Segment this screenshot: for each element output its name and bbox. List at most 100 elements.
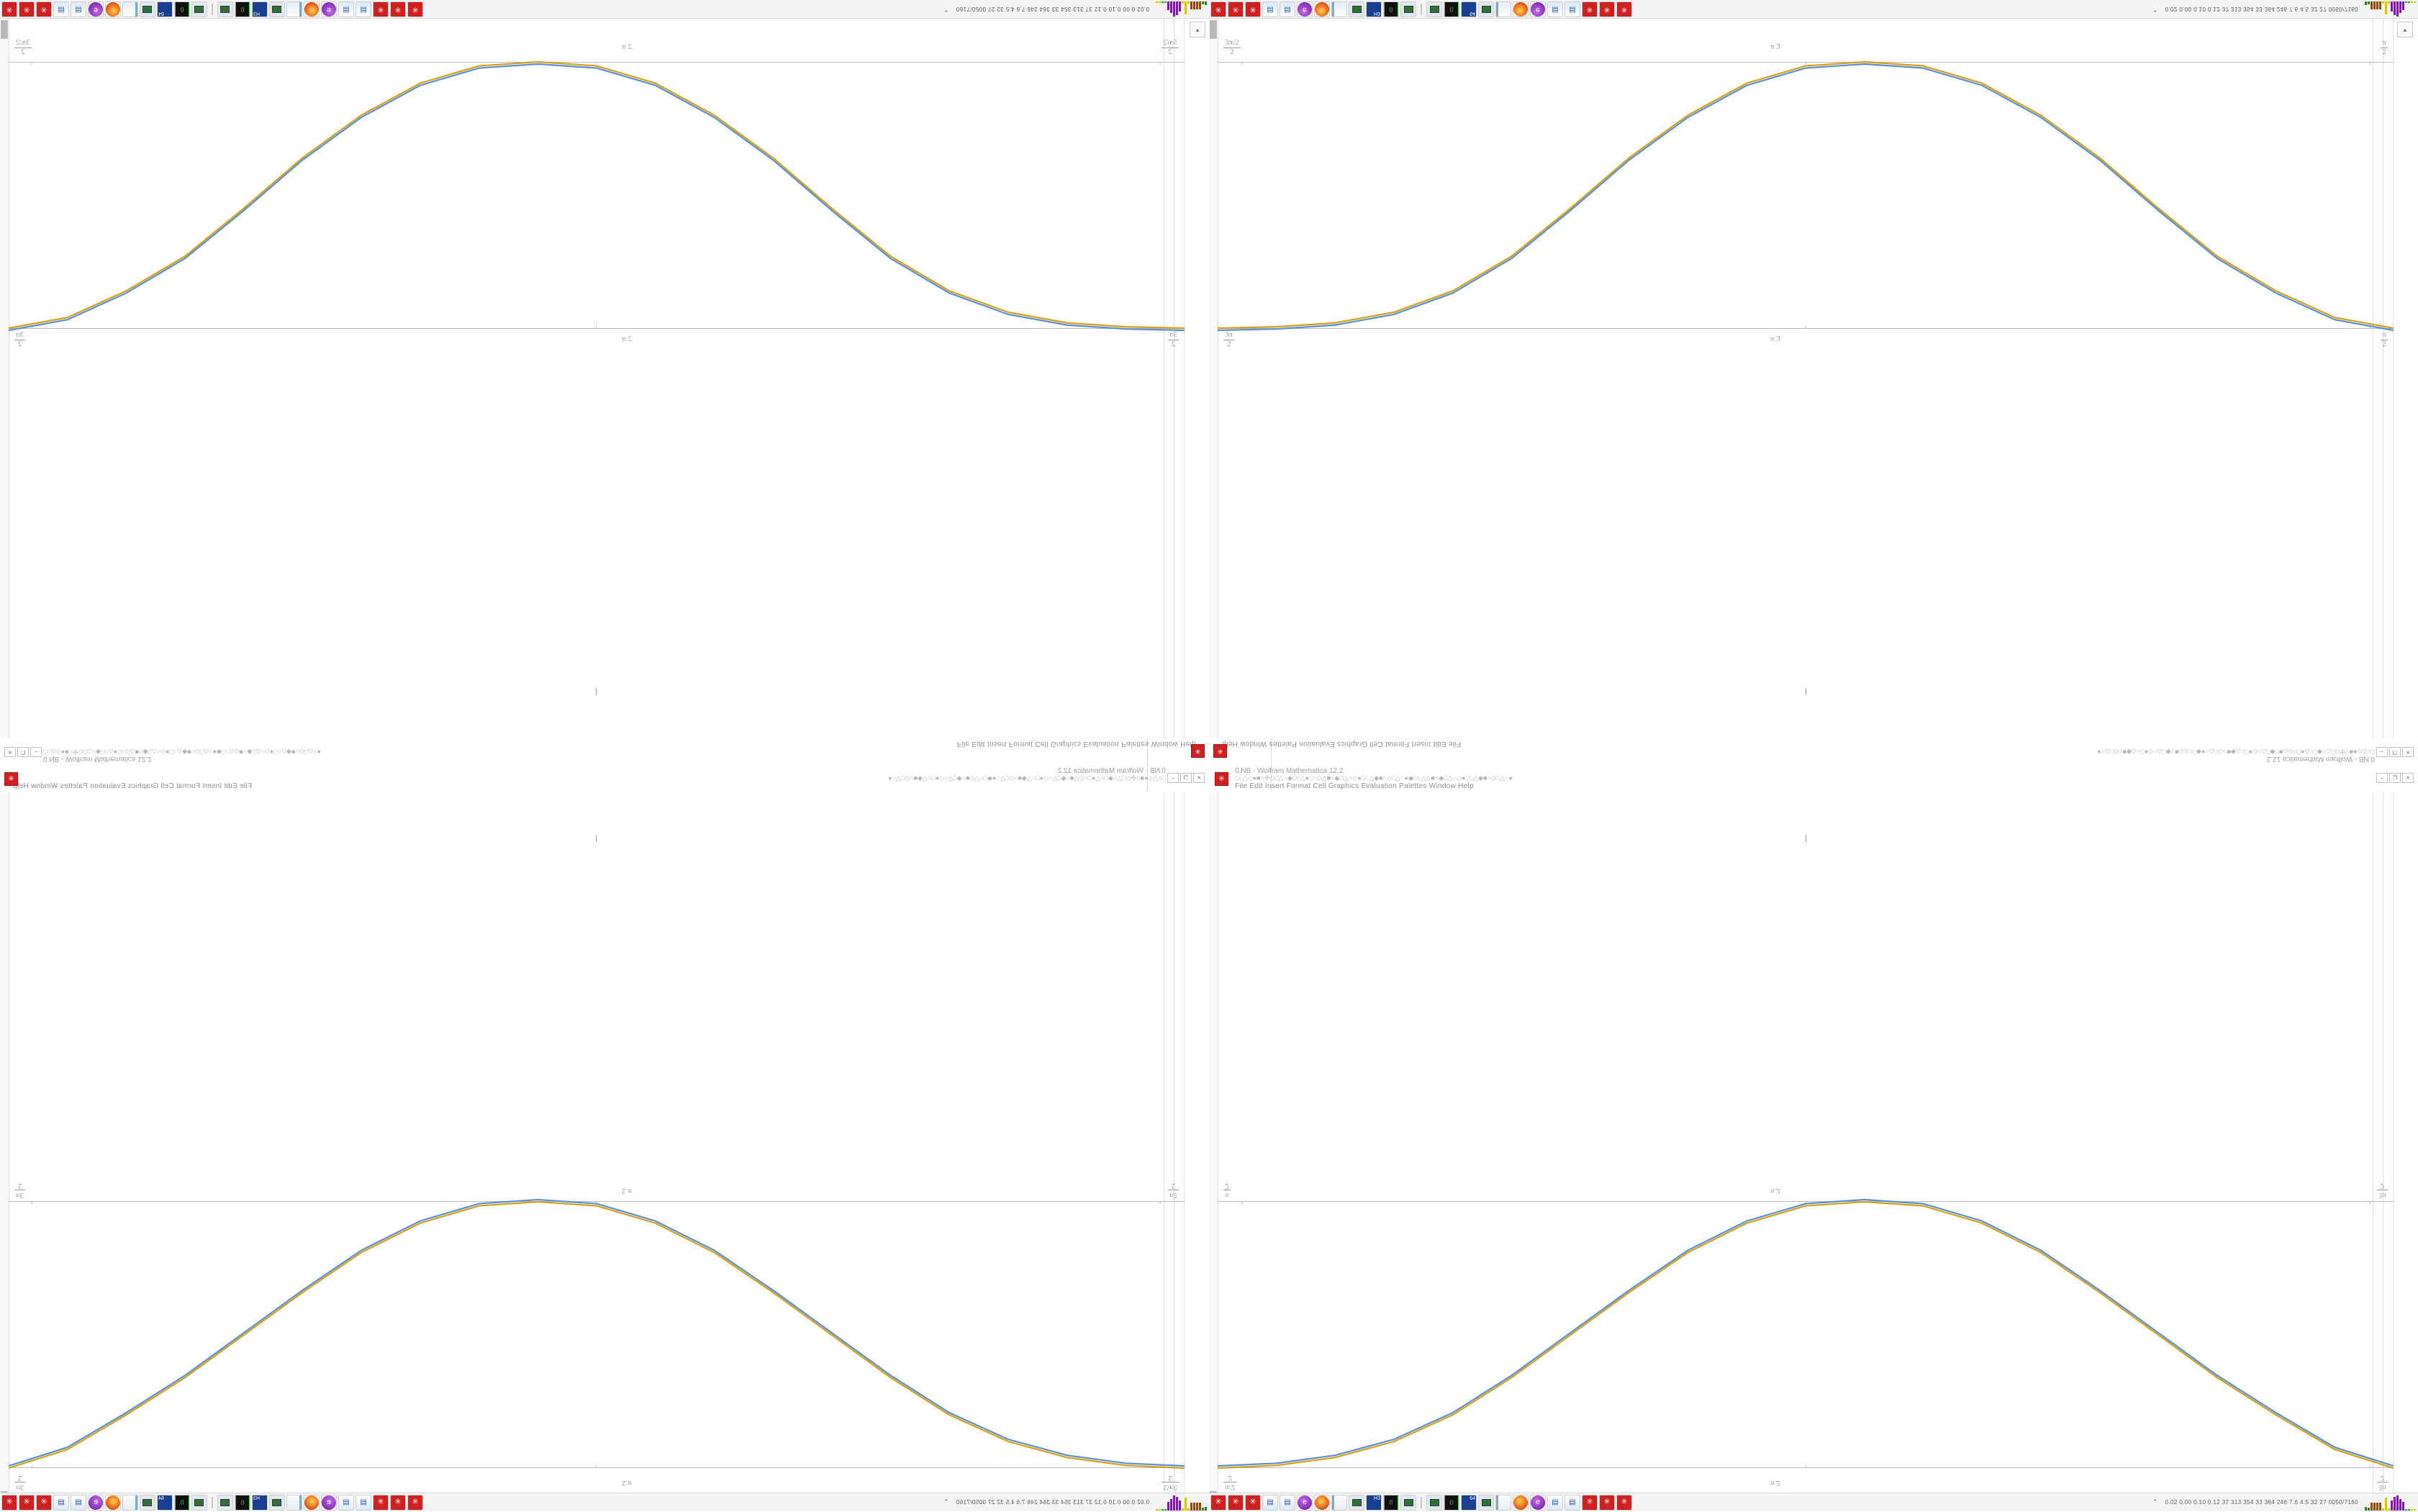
monitor-icon[interactable] bbox=[1349, 1, 1364, 17]
mathematica-icon[interactable]: ✳ bbox=[1599, 1, 1615, 17]
monitor-icon[interactable] bbox=[1478, 1, 1494, 17]
terminal-icon[interactable]: ⌷ bbox=[1444, 1, 1459, 17]
mathematica-icon[interactable]: ✳ bbox=[1, 1, 17, 17]
mathematica-icon[interactable]: ✳ bbox=[1191, 744, 1205, 758]
monitor-icon[interactable] bbox=[140, 1, 155, 17]
taskbar-icon-strip-e[interactable]: ✳ ✳ ✳ ▤ ▤ e H3 ⌷ bbox=[216, 1494, 425, 1511]
browser-icon[interactable]: e bbox=[321, 1494, 337, 1511]
mathematica-icon[interactable]: ✳ bbox=[1228, 1, 1244, 17]
notepad-icon[interactable] bbox=[286, 1, 302, 17]
notepad-icon[interactable] bbox=[1495, 1494, 1511, 1511]
terminal-icon[interactable]: ⌷ bbox=[235, 1, 250, 17]
mathematica-icon[interactable]: ✳ bbox=[373, 1, 389, 17]
taskbar-half-left[interactable]: 0.02 0.00 0.10 0.12 37 313 354 33 364 24… bbox=[0, 1493, 1209, 1512]
mathematica-icon[interactable]: ✳ bbox=[407, 1, 423, 17]
calculator-icon[interactable]: ▤ bbox=[338, 1494, 354, 1511]
mathematica-icon[interactable]: ✳ bbox=[1245, 1, 1261, 17]
mathematica-icon[interactable]: ✳ bbox=[36, 1494, 52, 1511]
mathematica-icon[interactable]: ✳ bbox=[1228, 1494, 1244, 1511]
monitor-icon[interactable] bbox=[1478, 1494, 1494, 1511]
terminal-icon[interactable]: ⌷ bbox=[174, 1494, 190, 1511]
window-controls-right[interactable]: ✕ ❐ – bbox=[2376, 747, 2414, 757]
taskbar-top[interactable]: 0.02 0.00 0.10 0.12 37 313 354 33 364 24… bbox=[0, 0, 2418, 19]
remote-desktop-icon[interactable] bbox=[1426, 1494, 1442, 1511]
notebook-vertical-scrollbar[interactable] bbox=[1209, 19, 1218, 738]
menu-bar-left[interactable]: File Edit Insert Format Cell Graphics Ev… bbox=[957, 740, 1196, 748]
calculator-icon[interactable]: ▤ bbox=[53, 1, 69, 17]
mathematica-icon[interactable]: ✳ bbox=[407, 1494, 423, 1511]
remote-desktop-icon[interactable] bbox=[217, 1494, 233, 1511]
browser-icon[interactable]: e bbox=[88, 1, 104, 17]
remote-desktop-icon[interactable] bbox=[191, 1494, 207, 1511]
floppy-save-icon[interactable]: H3 bbox=[252, 1, 268, 17]
firefox-icon[interactable] bbox=[105, 1494, 121, 1511]
calculator-icon[interactable]: ▤ bbox=[1565, 1, 1580, 17]
firefox-icon[interactable] bbox=[1513, 1, 1529, 17]
scrollbar-thumb[interactable] bbox=[1, 20, 8, 39]
terminal-icon[interactable]: ⌷ bbox=[1444, 1494, 1459, 1511]
mathematica-icon[interactable]: ✳ bbox=[4, 772, 18, 786]
notepad-icon[interactable] bbox=[122, 1494, 138, 1511]
mathematica-icon[interactable]: ✳ bbox=[1616, 1494, 1632, 1511]
calculator-icon[interactable]: ▤ bbox=[356, 1, 371, 17]
firefox-icon[interactable] bbox=[1513, 1494, 1529, 1511]
browser-icon[interactable]: e bbox=[88, 1494, 104, 1511]
mathematica-icon[interactable]: ✳ bbox=[1616, 1, 1632, 17]
plot-canvas[interactable]: 5π/2 2 π 2 3π 2 5π 2 π 2 3π 2 bbox=[9, 792, 1185, 1511]
tray-expand-chevron-icon[interactable]: ⌃ bbox=[943, 1498, 949, 1506]
calculator-icon[interactable]: ▤ bbox=[1547, 1, 1563, 17]
restore-icon[interactable]: ❐ bbox=[2389, 773, 2401, 783]
mathematica-icon[interactable]: ✳ bbox=[390, 1, 406, 17]
mathematica-icon[interactable]: ✳ bbox=[1210, 1494, 1226, 1511]
plot-panel-bottom-right[interactable]: ▼ π/22 π 2 3π2 π2 π 2 3π2 bbox=[1209, 792, 2418, 1511]
restore-icon[interactable]: ❐ bbox=[17, 747, 29, 757]
scroll-up-button[interactable]: ▲ bbox=[2397, 22, 2413, 37]
firefox-icon[interactable] bbox=[1314, 1494, 1330, 1511]
terminal-icon[interactable]: ⌷ bbox=[235, 1494, 250, 1511]
taskbar-bottom[interactable]: 0.02 0.00 0.10 0.12 37 313 354 33 364 24… bbox=[0, 1493, 2418, 1511]
calculator-icon[interactable]: ▤ bbox=[1547, 1494, 1563, 1511]
firefox-icon[interactable] bbox=[105, 1, 121, 17]
remote-desktop-icon[interactable] bbox=[1400, 1, 1416, 17]
notepad-icon[interactable] bbox=[122, 1, 138, 17]
floppy-save-icon[interactable]: H3 bbox=[1366, 1494, 1382, 1511]
notepad-icon[interactable] bbox=[286, 1494, 302, 1511]
tray-expand-chevron-icon[interactable]: ⌃ bbox=[2152, 1498, 2158, 1506]
taskbar-icon-strip-h[interactable]: ⌷ 64 e ▤ ▤ ✳ ✳ ✳ bbox=[1425, 1494, 1634, 1511]
taskbar-icon-strip-f[interactable]: ⌷ 64 e ▤ ▤ ✳ ✳ ✳ bbox=[0, 1494, 209, 1511]
mathematica-icon[interactable]: ✳ bbox=[1215, 772, 1228, 786]
remote-desktop-icon[interactable] bbox=[217, 1, 233, 17]
calculator-icon[interactable]: ▤ bbox=[1262, 1494, 1278, 1511]
taskbar-half-right[interactable]: ✳ ✳ ✳ ▤ ▤ e H3 ⌷ ⌷ 64 e ▤ ▤ ✳ ✳ ✳ ⌃ 0.02 0.00 0.10 0.1… bbox=[1209, 0, 2418, 19]
close-icon[interactable]: ✕ bbox=[2402, 747, 2414, 757]
minimize-icon[interactable]: – bbox=[2376, 747, 2388, 757]
floppy-save-icon[interactable]: 64 bbox=[157, 1494, 173, 1511]
scrollbar-thumb[interactable] bbox=[1210, 20, 1217, 39]
notepad-icon[interactable] bbox=[1331, 1494, 1347, 1511]
plot-canvas[interactable]: 5π/2 2 2 π 3π/2 2 5π 2 2 π 3π 2 bbox=[9, 19, 1185, 738]
minimize-icon[interactable]: – bbox=[1167, 773, 1179, 783]
tray-expand-chevron-icon[interactable]: ⌃ bbox=[943, 6, 949, 13]
remote-desktop-icon[interactable] bbox=[191, 1, 207, 17]
menu-bar-right[interactable]: File Edit Insert Format Cell Graphics Ev… bbox=[1222, 740, 1461, 748]
calculator-icon[interactable]: ▤ bbox=[1280, 1494, 1295, 1511]
restore-icon[interactable]: ❐ bbox=[1180, 773, 1192, 783]
notepad-icon[interactable] bbox=[1495, 1, 1511, 17]
mathematica-icon[interactable]: ✳ bbox=[373, 1494, 389, 1511]
calculator-icon[interactable]: ▤ bbox=[1280, 1, 1295, 17]
mathematica-icon[interactable]: ✳ bbox=[390, 1494, 406, 1511]
taskbar-icon-strip-c[interactable]: ✳ ✳ ✳ ▤ ▤ e H3 ⌷ bbox=[1209, 1, 1418, 17]
window-controls-right[interactable]: – ❐ ✕ bbox=[2376, 773, 2414, 783]
browser-icon[interactable]: e bbox=[1530, 1494, 1546, 1511]
calculator-icon[interactable]: ▤ bbox=[356, 1494, 371, 1511]
calculator-icon[interactable]: ▤ bbox=[53, 1494, 69, 1511]
mathematica-icon[interactable]: ✳ bbox=[1245, 1494, 1261, 1511]
floppy-save-icon[interactable]: 64 bbox=[1461, 1, 1477, 17]
browser-icon[interactable]: e bbox=[1530, 1, 1546, 17]
remote-desktop-icon[interactable] bbox=[1400, 1494, 1416, 1511]
taskbar-icon-strip-g[interactable]: ✳ ✳ ✳ ▤ ▤ e H3 ⌷ bbox=[1209, 1494, 1418, 1511]
terminal-icon[interactable]: ⌷ bbox=[174, 1, 190, 17]
monitor-icon[interactable] bbox=[140, 1494, 155, 1511]
restore-icon[interactable]: ❐ bbox=[2389, 747, 2401, 757]
